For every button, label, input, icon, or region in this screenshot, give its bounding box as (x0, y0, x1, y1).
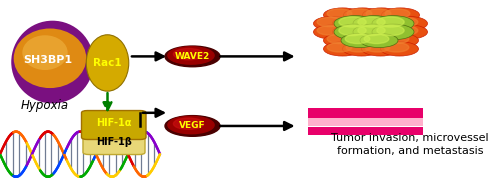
Circle shape (380, 42, 418, 56)
Circle shape (352, 16, 390, 31)
Text: HIF-1α: HIF-1α (96, 118, 132, 128)
Circle shape (353, 24, 395, 40)
Circle shape (342, 42, 380, 56)
Circle shape (324, 33, 362, 48)
Circle shape (362, 8, 401, 22)
Text: HIF-1β: HIF-1β (96, 137, 132, 147)
Circle shape (336, 17, 361, 27)
Circle shape (317, 17, 342, 27)
Ellipse shape (11, 21, 94, 103)
Circle shape (165, 46, 220, 67)
Circle shape (377, 17, 404, 27)
Circle shape (334, 16, 376, 31)
Circle shape (334, 24, 376, 40)
Ellipse shape (22, 35, 68, 70)
Circle shape (168, 116, 214, 134)
Circle shape (347, 9, 372, 18)
Circle shape (365, 34, 390, 44)
Circle shape (339, 25, 366, 36)
Circle shape (382, 8, 420, 22)
Circle shape (332, 25, 370, 39)
Circle shape (344, 8, 382, 22)
Circle shape (352, 25, 390, 39)
Circle shape (339, 17, 366, 27)
Circle shape (174, 49, 204, 60)
Bar (308, 127, 422, 135)
Text: SH3BP1: SH3BP1 (23, 55, 72, 65)
Circle shape (353, 16, 395, 31)
Circle shape (342, 33, 380, 48)
Bar (308, 108, 422, 118)
Bar (308, 118, 422, 126)
Circle shape (377, 25, 404, 36)
Circle shape (324, 42, 362, 56)
Circle shape (165, 116, 220, 136)
Circle shape (360, 33, 398, 48)
Circle shape (346, 43, 371, 52)
Text: Hypoxia: Hypoxia (21, 99, 69, 112)
Circle shape (385, 9, 410, 18)
Circle shape (327, 9, 352, 18)
Circle shape (372, 24, 414, 40)
Circle shape (336, 26, 361, 35)
FancyBboxPatch shape (82, 111, 146, 139)
Circle shape (374, 26, 399, 35)
Circle shape (168, 47, 214, 64)
Circle shape (390, 16, 428, 31)
Circle shape (380, 33, 418, 48)
Ellipse shape (86, 35, 129, 91)
Circle shape (364, 34, 389, 44)
Circle shape (390, 25, 428, 39)
Circle shape (174, 118, 204, 129)
Text: VEGF: VEGF (179, 121, 206, 130)
Circle shape (362, 33, 400, 48)
Circle shape (341, 33, 379, 48)
Circle shape (393, 17, 418, 27)
Circle shape (370, 16, 408, 31)
Circle shape (345, 34, 370, 44)
Circle shape (324, 8, 362, 22)
Circle shape (362, 42, 400, 56)
Ellipse shape (14, 29, 86, 88)
Circle shape (374, 17, 399, 27)
Circle shape (346, 34, 371, 44)
Circle shape (384, 34, 409, 44)
Circle shape (327, 34, 352, 44)
Circle shape (314, 16, 352, 31)
Circle shape (370, 25, 408, 39)
Circle shape (314, 25, 352, 39)
Circle shape (365, 43, 390, 52)
Circle shape (355, 26, 380, 35)
Circle shape (358, 17, 385, 27)
FancyBboxPatch shape (83, 128, 145, 155)
Circle shape (393, 26, 418, 35)
Circle shape (366, 9, 391, 18)
Text: WAVE2: WAVE2 (175, 52, 210, 61)
Text: Tumor invasion, microvessel
formation, and metastasis: Tumor invasion, microvessel formation, a… (331, 133, 489, 156)
Circle shape (384, 43, 409, 52)
Text: Rac1: Rac1 (93, 58, 122, 68)
Circle shape (358, 25, 385, 36)
Circle shape (327, 43, 352, 52)
Circle shape (317, 26, 342, 35)
Circle shape (332, 16, 370, 31)
Circle shape (372, 16, 414, 31)
Circle shape (355, 17, 380, 27)
